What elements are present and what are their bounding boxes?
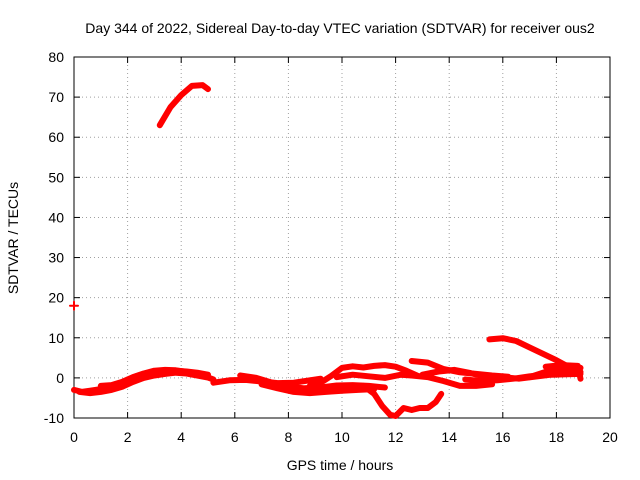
x-tick-label: 18: [549, 429, 565, 445]
y-tick-label: 40: [48, 209, 64, 225]
series-arc-7: [258, 381, 378, 397]
y-tick-label: 60: [48, 129, 64, 145]
data-series-group: [69, 82, 584, 419]
y-tick-label: 10: [48, 330, 64, 346]
x-tick-label: 4: [177, 429, 185, 445]
x-tick-label: 2: [124, 429, 132, 445]
series-arc-4: [156, 82, 211, 129]
x-tick-label: 14: [441, 429, 457, 445]
y-tick-label: 0: [56, 370, 64, 386]
y-tick-label: 50: [48, 169, 64, 185]
series-arc-8: [306, 362, 420, 389]
y-axis: -10 0 10 20 30 40 50 60 70 80: [44, 49, 610, 426]
y-tick-label: 80: [48, 49, 64, 65]
y-axis-label: SDTVAR / TECUs: [5, 182, 21, 294]
chart-grid: [74, 57, 610, 418]
series-arc-9: [333, 371, 496, 389]
x-axis-label: GPS time / hours: [287, 457, 394, 473]
y-tick-label: 30: [48, 250, 64, 266]
x-axis: 0 2 4 6 8 10 12 14 16 18 20: [70, 57, 618, 445]
series-arc-13: [462, 366, 581, 385]
x-tick-label: 16: [495, 429, 511, 445]
x-tick-label: 20: [602, 429, 618, 445]
x-tick-label: 6: [231, 429, 239, 445]
x-tick-label: 8: [285, 429, 293, 445]
y-tick-label: 20: [48, 290, 64, 306]
chart-title: Day 344 of 2022, Sidereal Day-to-day VTE…: [85, 20, 595, 36]
series-arc-10: [360, 382, 445, 419]
series-arc-3: [97, 366, 201, 389]
series-arc-16: [542, 362, 584, 382]
y-tick-label: -10: [44, 410, 64, 426]
series-isolated-point: [69, 300, 79, 311]
x-tick-label: 10: [334, 429, 350, 445]
x-tick-label: 12: [388, 429, 404, 445]
x-tick-label: 0: [70, 429, 78, 445]
y-tick-label: 70: [48, 89, 64, 105]
